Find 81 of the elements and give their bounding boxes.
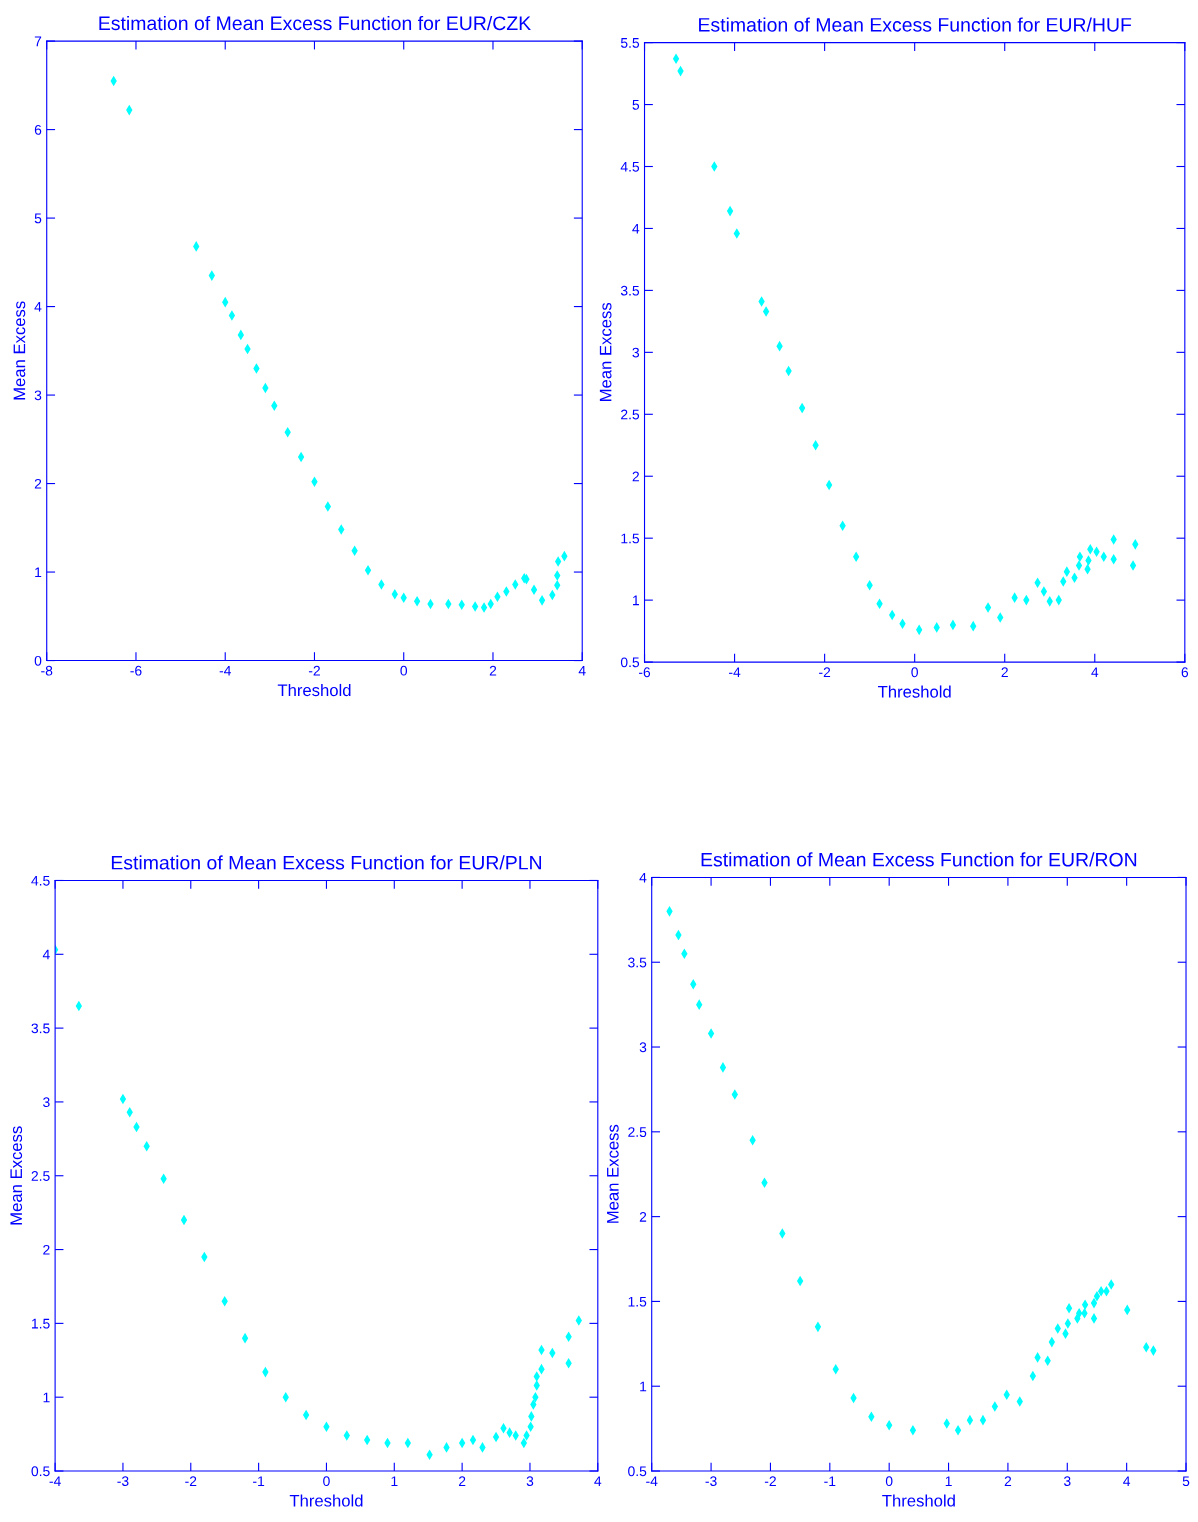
x-tick-label: 5 (1182, 1476, 1190, 1487)
x-tick-label: 4 (1091, 667, 1099, 677)
y-tick-label: 0 (34, 655, 42, 666)
x-axis-title: Threshold (289, 1494, 363, 1507)
x-tick-label: 3 (526, 1476, 534, 1487)
x-tick-label: 2 (1004, 1476, 1012, 1486)
x-tick-label: -2 (308, 665, 320, 676)
x-tick-label: -1 (253, 1476, 265, 1486)
x-tick-label: 1 (945, 1476, 952, 1486)
chart-title: Estimation of Mean Excess Function for EUR/CZK (99, 15, 531, 31)
y-tick-label: 0.5 (620, 657, 640, 668)
x-tick-label: -2 (819, 667, 831, 677)
y-tick-label: 3 (43, 1097, 50, 1108)
y-tick-label: 2.5 (621, 409, 640, 420)
y-tick-label: 1 (35, 567, 42, 578)
x-axis-title: Threshold (877, 685, 951, 698)
x-axis-title: Threshold (277, 683, 351, 697)
y-tick-label: 3 (639, 1042, 647, 1053)
y-axis-title: Mean Excess (607, 1124, 619, 1223)
y-tick-label: 0.5 (628, 1466, 647, 1477)
y-tick-label: 1.5 (32, 1318, 50, 1329)
x-tick-label: 2 (489, 665, 497, 676)
y-tick-label: 4 (632, 223, 640, 234)
chart-title: Estimation of Mean Excess Function for EUR/PLN (111, 855, 542, 870)
x-tick-label: 0 (885, 1476, 893, 1487)
x-tick-label: 4 (578, 665, 586, 676)
y-axis-title: Mean Excess (13, 301, 26, 400)
y-axis-title: Mean Excess (10, 1126, 23, 1225)
y-tick-label: 3 (632, 347, 640, 358)
x-tick-label: 1 (391, 1476, 398, 1486)
y-axis-title: Mean Excess (599, 302, 612, 401)
x-tick-label: -3 (705, 1476, 717, 1487)
y-tick-label: 0.5 (31, 1466, 50, 1477)
y-tick-label: 4 (639, 872, 647, 883)
chart-title: Estimation of Mean Excess Function for EUR/HUF (699, 17, 1132, 32)
y-tick-label: 4 (34, 302, 42, 312)
y-tick-label: 5 (34, 213, 42, 224)
x-tick-label: 4 (594, 1476, 602, 1486)
x-tick-label: 4 (1123, 1476, 1131, 1486)
y-tick-label: 4.5 (31, 875, 50, 886)
x-tick-label: -2 (185, 1476, 197, 1486)
y-tick-label: 2 (632, 471, 639, 482)
x-tick-label: 6 (1181, 667, 1189, 678)
y-tick-label: 4 (42, 949, 50, 960)
y-tick-label: 1 (43, 1392, 50, 1403)
x-tick-label: -6 (638, 667, 651, 678)
y-tick-label: 2.5 (31, 1171, 50, 1181)
x-tick-label: -4 (219, 665, 231, 676)
chart-title: Estimation of Mean Excess Function for EUR/RON (701, 852, 1137, 867)
x-tick-label: -4 (729, 667, 741, 677)
y-tick-label: 2 (43, 1244, 50, 1255)
y-tick-label: 5.5 (620, 38, 640, 48)
y-tick-label: 3.5 (31, 1023, 50, 1034)
x-tick-label: -6 (130, 665, 142, 676)
x-tick-label: 0 (911, 667, 918, 678)
x-tick-label: -4 (646, 1476, 658, 1486)
y-tick-label: 4.5 (620, 161, 640, 172)
x-tick-label: -8 (41, 665, 53, 676)
x-tick-label: -4 (49, 1476, 61, 1486)
x-tick-label: 2 (458, 1476, 466, 1486)
y-tick-label: 2 (639, 1211, 647, 1222)
x-tick-label: 2 (1001, 667, 1008, 677)
y-tick-label: 5 (632, 100, 640, 110)
x-tick-label: 3 (1063, 1476, 1071, 1487)
y-tick-label: 3.5 (620, 285, 640, 296)
y-tick-label: 2 (34, 478, 42, 489)
y-tick-label: 3 (34, 390, 42, 401)
y-tick-label: 1.5 (628, 1296, 647, 1307)
x-tick-label: -1 (824, 1476, 836, 1486)
x-tick-label: -2 (764, 1476, 776, 1486)
y-tick-label: 1 (633, 595, 639, 606)
y-tick-label: 1.5 (621, 533, 640, 544)
y-tick-label: 7 (34, 36, 42, 47)
x-tick-label: 0 (400, 665, 408, 676)
y-tick-label: 6 (34, 124, 42, 135)
x-tick-label: 0 (323, 1476, 330, 1487)
y-tick-label: 3.5 (628, 957, 647, 968)
x-tick-label: -3 (117, 1476, 129, 1487)
y-tick-label: 2.5 (628, 1127, 647, 1137)
y-tick-label: 1 (640, 1381, 647, 1392)
x-axis-title: Threshold (882, 1494, 955, 1507)
